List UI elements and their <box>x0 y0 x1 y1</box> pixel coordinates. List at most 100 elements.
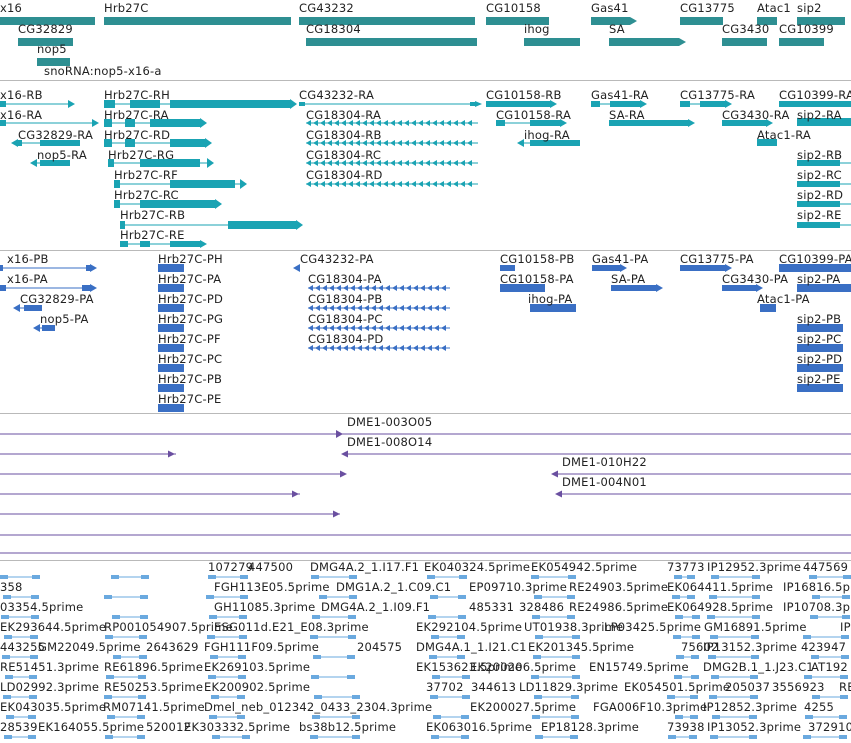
protein-label[interactable]: Hrb27C-PA <box>158 272 222 286</box>
est-block[interactable] <box>676 655 684 659</box>
est-block[interactable] <box>535 635 543 639</box>
exon-block[interactable] <box>680 265 725 271</box>
gene-label[interactable]: CG10158 <box>486 1 541 15</box>
gene-label[interactable]: x16 <box>0 1 23 15</box>
est-label[interactable]: EK201345.5prime <box>528 640 635 654</box>
feature-glyph[interactable] <box>797 344 843 352</box>
transcript-label[interactable]: Hrb27C-RA <box>104 108 169 122</box>
est-label[interactable]: EK040324.5prime <box>424 560 531 574</box>
est-block[interactable] <box>352 695 360 699</box>
est-label[interactable]: RM07141.5prime <box>103 700 205 714</box>
est-label[interactable]: ESG011d.E21_E08.3prime <box>214 620 369 634</box>
est-label[interactable]: LP03425.5prime <box>604 620 702 634</box>
exon-block[interactable] <box>170 139 205 147</box>
est-block[interactable] <box>348 635 356 639</box>
est-block[interactable] <box>803 735 811 739</box>
transcript-label[interactable]: CG43232-RA <box>299 88 375 102</box>
transcript-label[interactable]: CG18304-RC <box>306 148 382 162</box>
transcript-label[interactable]: Atac1-RA <box>757 128 812 142</box>
est-block[interactable] <box>138 695 146 699</box>
feature-glyph[interactable] <box>0 17 95 25</box>
est-block[interactable] <box>210 655 218 659</box>
exon-block[interactable] <box>40 160 70 166</box>
est-block[interactable] <box>433 715 441 719</box>
est-block[interactable] <box>459 575 467 579</box>
est-block[interactable] <box>28 735 36 739</box>
est-block[interactable] <box>29 695 37 699</box>
transcript-label[interactable]: CG18304-RB <box>306 128 382 142</box>
est-label[interactable]: EK292104.5prime <box>416 620 523 634</box>
est-block[interactable] <box>140 595 148 599</box>
protein-label[interactable]: ihog-PA <box>528 292 573 306</box>
est-block[interactable] <box>240 595 248 599</box>
est-block[interactable] <box>6 715 14 719</box>
est-block[interactable] <box>461 715 469 719</box>
est-block[interactable] <box>139 655 147 659</box>
exon-block[interactable] <box>170 100 290 108</box>
est-label[interactable]: 37702 <box>426 680 464 694</box>
est-block[interactable] <box>461 735 469 739</box>
exon-block[interactable] <box>591 101 600 107</box>
est-block[interactable] <box>668 735 676 739</box>
est-block[interactable] <box>319 595 327 599</box>
est-block[interactable] <box>208 675 216 679</box>
est-label[interactable]: 28539 <box>0 720 38 734</box>
est-block[interactable] <box>310 635 318 639</box>
est-block[interactable] <box>567 595 575 599</box>
feature-glyph[interactable] <box>500 284 545 292</box>
protein-label[interactable]: CG10158-PB <box>500 252 575 266</box>
est-label[interactable]: EK054942.5prime <box>531 560 638 574</box>
protein-label[interactable]: Hrb27C-PH <box>158 252 223 266</box>
est-label[interactable]: RE51451.3prime <box>0 660 100 674</box>
est-block[interactable] <box>111 575 119 579</box>
feature-glyph[interactable] <box>158 364 184 372</box>
est-block[interactable] <box>667 695 675 699</box>
est-label[interactable]: 372910 <box>808 720 851 734</box>
est-block[interactable] <box>347 675 355 679</box>
est-label[interactable]: EK054501.5prime <box>624 680 731 694</box>
exon-block[interactable] <box>228 221 296 229</box>
est-block[interactable] <box>812 695 820 699</box>
est-block[interactable] <box>532 615 540 619</box>
gene-label[interactable]: Hrb27C <box>104 1 149 15</box>
protein-label[interactable]: CG18304-PA <box>308 272 382 286</box>
est-label[interactable]: EP18128.3prime <box>541 720 640 734</box>
est-block[interactable] <box>311 575 319 579</box>
gene-label[interactable]: CG3430 <box>722 22 770 36</box>
transcript-label[interactable]: Hrb27C-RG <box>108 148 175 162</box>
est-block[interactable] <box>30 655 38 659</box>
est-block[interactable] <box>212 735 220 739</box>
est-block[interactable] <box>457 655 465 659</box>
transcript-label[interactable]: SA-RA <box>609 108 645 122</box>
exon-block[interactable] <box>530 120 560 126</box>
est-block[interactable] <box>429 655 437 659</box>
est-block[interactable] <box>711 675 719 679</box>
exon-block[interactable] <box>0 285 6 291</box>
est-block[interactable] <box>749 735 757 739</box>
est-block[interactable] <box>140 615 148 619</box>
est-block[interactable] <box>457 635 465 639</box>
est-block[interactable] <box>113 655 121 659</box>
est-block[interactable] <box>458 595 466 599</box>
est-block[interactable] <box>534 695 542 699</box>
protein-label[interactable]: CG3430-PA <box>722 272 789 286</box>
est-label[interactable]: LD11829.3prime <box>519 680 619 694</box>
exon-block[interactable] <box>0 101 6 107</box>
est-label[interactable]: 423947 <box>801 640 847 654</box>
est-block[interactable] <box>803 635 811 639</box>
est-block[interactable] <box>312 615 320 619</box>
est-label[interactable]: 328486 <box>519 600 565 614</box>
feature-glyph[interactable] <box>680 17 723 25</box>
est-block[interactable] <box>349 575 357 579</box>
est-label[interactable]: IP16816.5prime <box>783 580 851 594</box>
est-block[interactable] <box>709 595 717 599</box>
est-label[interactable]: EK064411.5prime <box>667 580 774 594</box>
est-block[interactable] <box>710 735 718 739</box>
est-block[interactable] <box>672 595 680 599</box>
est-block[interactable] <box>242 735 250 739</box>
est-block[interactable] <box>691 655 699 659</box>
est-label[interactable]: 75602 <box>681 640 719 654</box>
est-block[interactable] <box>5 675 13 679</box>
protein-label[interactable]: sip2-PE <box>797 372 841 386</box>
est-block[interactable] <box>4 735 12 739</box>
